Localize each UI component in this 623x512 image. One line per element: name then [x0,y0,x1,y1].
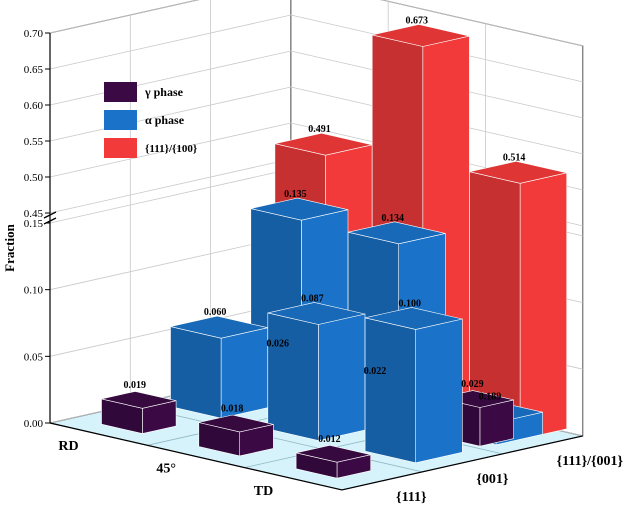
bar-front-face [519,172,568,440]
plane-axis: {111} {001} {111}/{001} [341,435,623,505]
plane-label: {001} [476,472,509,487]
data-label: 0.018 [221,403,244,414]
data-label: 0.060 [204,307,227,318]
floor-grid-line [130,404,423,473]
bar--phase [364,307,463,464]
data-label: 0.022 [364,366,387,377]
plane-label: {111} [396,490,427,505]
axis-break-mark [43,217,57,225]
legend-swatch [104,138,137,158]
y-tick-label: 0.45 [24,208,44,220]
bar--phase [267,302,366,441]
data-label: 0.087 [301,293,324,304]
bar--phase [101,391,177,434]
data-label: 0.189 [479,392,502,403]
y-tick-label: 0.70 [24,28,44,40]
plane-axis-line [341,435,583,491]
y-tick-label: 0.10 [24,285,44,297]
bar-side-face [267,312,319,441]
y-tick-label: 0.65 [24,64,44,76]
bar--111-100- [469,160,568,440]
bar-top-face [348,221,446,245]
legend-label: γ phase [144,85,184,99]
data-label: 0.026 [266,338,289,349]
legend-label: {111}/{100} [145,143,197,155]
direction-label: RD [58,439,78,454]
data-label: 0.029 [461,379,484,390]
axis-break-mark [43,211,57,219]
direction-label: TD [254,484,273,499]
legend-swatch [104,110,137,130]
bar-top-face [372,24,470,47]
direction-axis: RD 45° TD [49,422,343,499]
data-label: 0.673 [406,15,429,26]
bar-top-face [469,160,567,184]
data-labels: 0.491 0.135 0.026 0.673 0.134 0.060 0.022 0.514… [124,15,526,444]
bar-top-face [101,391,177,409]
bar-front-face [479,399,514,447]
bar--phase [198,414,274,457]
y-tick-label: 0.60 [24,100,44,112]
legend-label: α phase [145,113,185,127]
bar--phase [295,444,372,479]
bars [101,24,568,479]
y-tick-label: 0.50 [24,172,44,184]
bar-side-face [170,326,222,419]
direction-label: 45° [156,461,176,476]
bar-front-face [415,318,463,464]
legend: γ phase α phase {111}/{100} [104,82,197,158]
y-tick-label: 0.55 [24,136,44,148]
y-tick-label: 0.00 [24,418,44,430]
data-label: 0.019 [124,380,147,391]
data-label: 0.100 [398,298,421,309]
bar-top-face [296,444,371,463]
bar-top-face [198,414,274,433]
direction-axis-line [49,422,343,491]
data-label: 0.135 [284,189,307,200]
y-tick-label: 0.05 [24,351,44,363]
plane-label: {111}/{001} [557,454,623,469]
y-axis: Fraction 0.00 0.05 0.10 0.150.45 0.50 0.55 0.6… [2,28,57,430]
data-label: 0.514 [503,152,526,163]
bar-side-face [364,317,417,464]
bar-front-face [318,313,366,441]
data-label: 0.134 [381,213,404,224]
data-label: 0.012 [318,434,341,445]
bar-top-face [365,307,463,330]
bar-top-face [250,197,349,221]
legend-swatch [104,82,137,102]
y-tick-label: 0.15 [24,218,44,230]
y-axis-label: Fraction [2,223,17,271]
bar--phase [170,315,269,419]
data-label: 0.491 [308,124,331,135]
bar-top-face [267,302,366,325]
